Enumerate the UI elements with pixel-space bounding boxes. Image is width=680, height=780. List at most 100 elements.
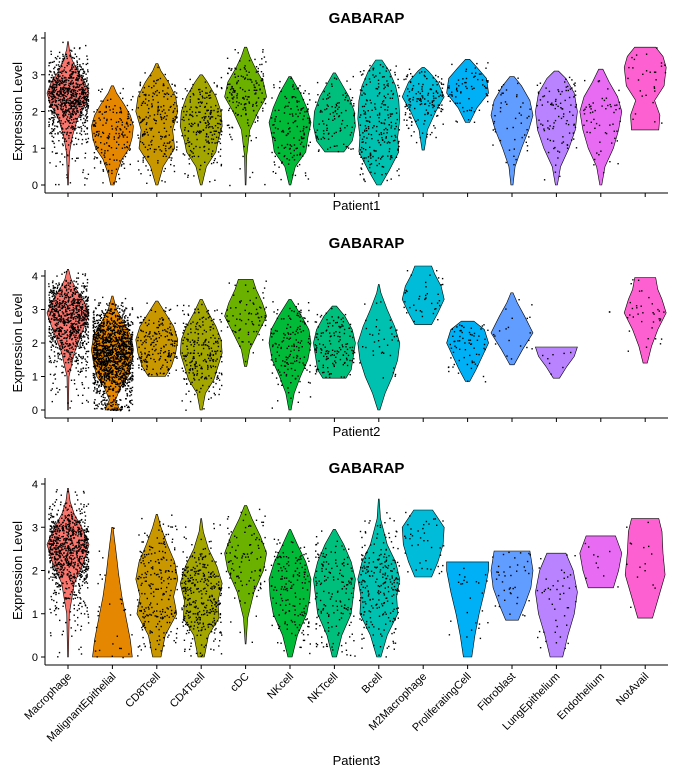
- data-point: [421, 71, 423, 73]
- data-point: [82, 122, 84, 124]
- data-point: [86, 127, 89, 129]
- data-point: [120, 406, 122, 409]
- data-point: [123, 349, 126, 351]
- data-point: [53, 91, 56, 93]
- data-point: [234, 49, 236, 51]
- data-point: [296, 87, 298, 90]
- data-point: [76, 342, 78, 344]
- data-point: [240, 115, 242, 117]
- data-point: [123, 340, 125, 343]
- data-point: [430, 88, 433, 91]
- data-point: [210, 131, 212, 133]
- data-point: [212, 127, 214, 129]
- data-point: [56, 126, 59, 128]
- data-point: [139, 84, 141, 87]
- data-point: [84, 88, 87, 90]
- data-point: [410, 117, 412, 119]
- data-point: [55, 82, 57, 84]
- data-point: [97, 146, 99, 149]
- data-point: [103, 354, 105, 356]
- data-point: [72, 108, 74, 110]
- y-tick-label: 1: [32, 372, 38, 384]
- data-point: [421, 132, 424, 134]
- data-point: [332, 111, 334, 114]
- data-point: [110, 382, 113, 384]
- data-point: [111, 125, 113, 127]
- data-point: [73, 300, 76, 302]
- data-point: [67, 101, 69, 104]
- data-point: [366, 130, 368, 132]
- data-point: [61, 295, 64, 297]
- data-point: [395, 125, 397, 128]
- data-point: [151, 106, 153, 108]
- data-point: [206, 102, 208, 105]
- data-point: [584, 79, 586, 82]
- data-point: [203, 119, 205, 121]
- data-point: [515, 158, 517, 161]
- data-point: [102, 170, 105, 172]
- data-point: [50, 337, 52, 339]
- data-point: [66, 351, 68, 353]
- data-point: [128, 343, 130, 345]
- data-point: [78, 355, 80, 357]
- data-point: [56, 107, 59, 109]
- data-point: [113, 328, 115, 331]
- data-point: [631, 56, 633, 59]
- data-point: [75, 143, 78, 145]
- data-point: [117, 137, 119, 139]
- data-point: [113, 363, 116, 366]
- data-point: [103, 373, 105, 375]
- data-point: [99, 319, 101, 321]
- data-point: [124, 360, 126, 363]
- data-point: [390, 125, 393, 127]
- data-point: [619, 120, 621, 123]
- data-point: [115, 403, 117, 406]
- data-point: [123, 355, 125, 357]
- data-point: [237, 80, 240, 82]
- data-point: [151, 87, 153, 89]
- data-point: [87, 297, 89, 299]
- data-point: [66, 176, 68, 179]
- data-point: [106, 312, 108, 314]
- data-point: [82, 81, 85, 83]
- data-point: [83, 318, 85, 320]
- data-point: [451, 63, 453, 66]
- data-point: [62, 131, 64, 133]
- data-point: [75, 367, 77, 369]
- data-point: [56, 152, 58, 154]
- data-point: [74, 299, 76, 301]
- data-point: [99, 348, 101, 351]
- data-point: [65, 102, 68, 104]
- data-point: [58, 99, 60, 102]
- data-point: [153, 148, 156, 151]
- data-point: [386, 142, 389, 144]
- data-point: [119, 369, 121, 372]
- data-point: [548, 128, 550, 130]
- data-point: [129, 401, 131, 403]
- data-point: [119, 376, 122, 379]
- data-point: [473, 76, 475, 78]
- data-point: [48, 318, 50, 321]
- data-point: [101, 349, 103, 352]
- data-point: [77, 78, 79, 80]
- data-point: [106, 360, 109, 362]
- data-point: [52, 340, 54, 342]
- data-point: [117, 391, 119, 393]
- data-point: [50, 300, 53, 302]
- data-point: [217, 151, 220, 153]
- data-point: [211, 155, 213, 158]
- data-point: [52, 311, 54, 313]
- data-point: [176, 116, 178, 118]
- data-point: [98, 358, 100, 361]
- data-point: [87, 87, 90, 90]
- data-point: [215, 117, 217, 120]
- data-point: [85, 80, 88, 83]
- data-point: [114, 407, 116, 409]
- data-point: [79, 109, 82, 111]
- data-point: [132, 121, 134, 123]
- data-point: [205, 116, 207, 118]
- data-point: [359, 124, 362, 126]
- data-point: [505, 161, 507, 164]
- data-point: [231, 138, 233, 141]
- data-point: [108, 145, 110, 147]
